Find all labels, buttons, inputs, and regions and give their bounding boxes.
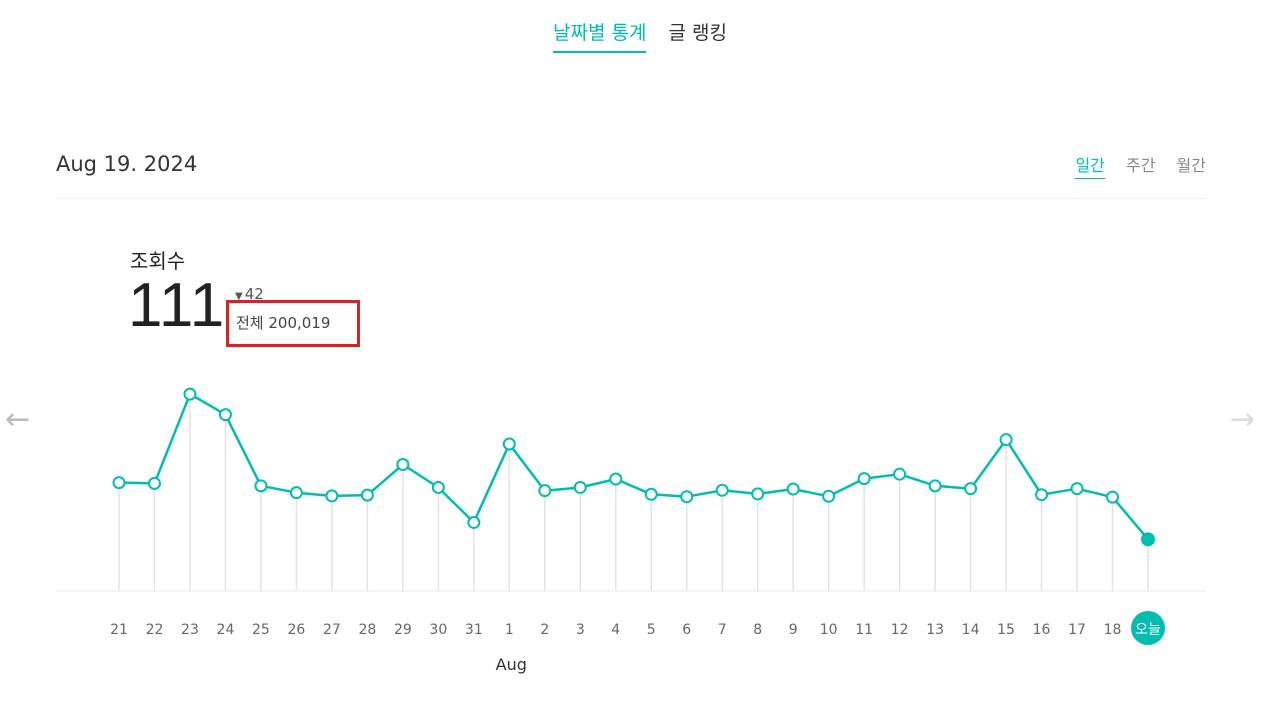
data-point[interactable] [1106,490,1120,504]
data-point[interactable] [502,437,516,451]
x-tick-label: 6 [682,622,691,638]
series-line [118,392,1149,541]
x-tick-label: 15 [997,622,1015,638]
x-tick-label: 16 [1033,622,1051,638]
arrow-left-icon[interactable]: ← [5,402,31,437]
data-point[interactable] [254,479,268,493]
x-tick-label: 14 [962,622,980,638]
data-point[interactable] [1070,482,1084,496]
x-tick-label: 13 [926,622,944,638]
data-point[interactable] [609,472,623,486]
x-tick-label: 22 [146,622,164,638]
data-point[interactable] [928,479,942,493]
drop-lines [118,394,1149,591]
data-point[interactable] [893,467,907,481]
today-badge[interactable] [1131,611,1165,645]
data-point[interactable] [218,408,232,422]
stat-value: 111 [128,271,226,340]
data-point[interactable] [680,490,694,504]
data-point[interactable] [573,480,587,494]
x-tick-label: 9 [789,622,798,638]
tab-post-ranking[interactable]: 글 랭킹 [668,22,727,44]
data-point[interactable] [822,489,836,503]
period-tabs: 일간 주간 월간 [1059,152,1206,179]
data-point[interactable] [857,472,871,486]
x-tick-label: 오늘 [1135,622,1161,638]
data-point[interactable] [112,476,126,490]
x-tick-label: 5 [647,622,656,638]
tab-monthly[interactable]: 월간 [1176,156,1206,175]
stat-total: 전체 200,019 [236,314,331,332]
data-point[interactable] [467,515,481,529]
x-tick-label: 12 [891,622,909,638]
data-point[interactable] [538,484,552,498]
data-point[interactable] [396,458,410,472]
arrow-right-icon[interactable]: → [1230,402,1256,437]
x-tick-label: 3 [576,622,585,638]
x-tick-label: 2 [540,622,549,638]
stat-title: 조회수 [130,249,186,273]
x-tick-label: 26 [287,622,305,638]
x-tick-label: 17 [1068,622,1086,638]
data-point[interactable] [289,486,303,500]
x-tick-label: 30 [429,622,447,638]
x-tick-label: 27 [323,622,341,638]
header-divider [56,198,1206,199]
data-point[interactable] [751,487,765,501]
data-point[interactable] [786,482,800,496]
data-point[interactable] [964,482,978,496]
data-point[interactable] [147,476,161,490]
x-tick-label: 7 [718,622,727,638]
x-tick-label: 4 [611,622,620,638]
data-points [112,387,1155,547]
data-point[interactable] [1035,488,1049,502]
x-tick-label: 21 [110,622,128,638]
data-point[interactable] [1141,532,1155,547]
x-tick-label: 11 [855,622,873,638]
data-point[interactable] [360,488,374,502]
x-tick-label: 18 [1104,622,1122,638]
tab-weekly[interactable]: 주간 [1126,156,1156,175]
data-point[interactable] [715,483,729,497]
stat-delta-value: 42 [244,285,264,303]
triangle-down-icon: ▼ [235,291,243,302]
data-point[interactable] [999,433,1013,447]
tab-daily-stats[interactable]: 날짜별 통계 [553,18,647,53]
top-tabs: 날짜별 통계 글 랭킹 [0,18,1280,53]
x-tick-label: 29 [394,622,412,638]
x-tick-label: 10 [820,622,838,638]
x-tick-label: 23 [181,622,199,638]
x-tick-label: 31 [465,622,483,638]
x-tick-label: 8 [753,622,762,638]
x-tick-label: 1 [505,622,514,638]
data-point[interactable] [325,489,339,503]
date-label: Aug 19. 2024 [56,152,198,176]
stat-delta: ▼ 42 [235,285,264,303]
x-tick-label: 25 [252,622,270,638]
x-tick-label: 28 [358,622,376,638]
data-point[interactable] [644,487,658,501]
data-point[interactable] [431,480,445,494]
x-tick-label: 24 [217,622,235,638]
highlight-box [226,300,360,347]
tab-daily[interactable]: 일간 [1075,152,1105,179]
data-point[interactable] [183,387,197,401]
month-label: Aug [496,655,527,674]
